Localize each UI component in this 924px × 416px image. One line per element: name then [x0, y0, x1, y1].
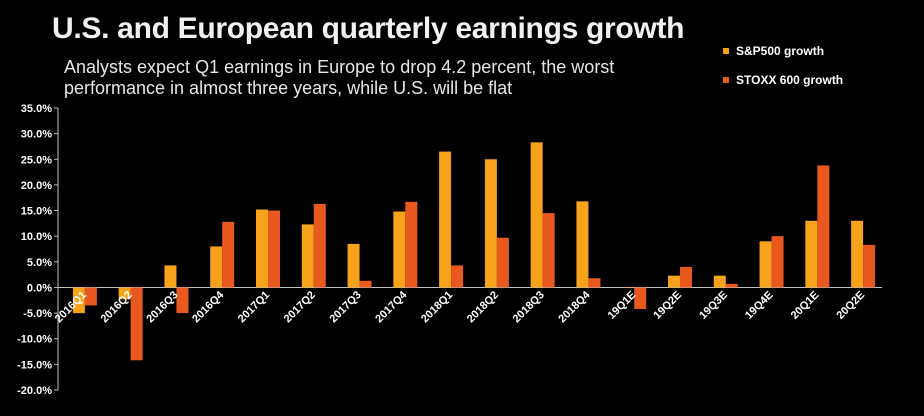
bar-stoxx600 — [176, 287, 189, 314]
bar-sp500 — [439, 151, 452, 288]
y-tick-label: 35.0% — [21, 103, 52, 115]
bar-stoxx600 — [84, 287, 97, 306]
chart-subtitle: Analysts expect Q1 earnings in Europe to… — [64, 57, 615, 98]
y-tick-label: 10.0% — [21, 231, 52, 243]
y-tick-label: -10.0% — [17, 334, 52, 346]
x-category-label: 2018Q4 — [556, 288, 593, 325]
bar-sp500 — [759, 241, 772, 288]
bar-sp500 — [347, 243, 360, 288]
bar-stoxx600 — [268, 210, 280, 288]
x-category-label: 2017Q3 — [328, 289, 364, 325]
bar-sp500 — [164, 265, 177, 288]
bar-stoxx600 — [725, 283, 738, 288]
x-category-label: 2016Q2 — [99, 289, 135, 325]
x-category-label: 2018Q3 — [511, 289, 547, 325]
x-category-label: 20Q2E — [835, 289, 868, 322]
x-category-label: 2017Q4 — [373, 288, 410, 325]
legend-label-stoxx600: STOXX 600 growth — [736, 73, 844, 87]
bar-sp500 — [393, 211, 406, 288]
y-tick-label: -20.0% — [17, 385, 52, 397]
y-tick-label: 15.0% — [21, 206, 52, 218]
bar-sp500 — [484, 159, 497, 288]
bar-sp500 — [622, 287, 635, 288]
bar-sp500 — [256, 209, 268, 288]
y-axis: 35.0% 30.0% 25.0% 20.0% 15.0% 10.0% 5.0% 0.0% -5… — [17, 103, 882, 397]
bars-group — [72, 142, 876, 361]
bar-sp500 — [72, 287, 85, 314]
legend-item-sp500: S&P500 growth — [723, 42, 843, 60]
bar-stoxx600 — [634, 287, 647, 309]
bar-sp500 — [118, 287, 131, 300]
x-category-label: 19Q1E — [606, 289, 639, 322]
y-tick-label: 30.0% — [21, 129, 52, 141]
x-category-label: 2017Q1 — [236, 289, 272, 325]
bar-sp500 — [851, 220, 864, 288]
y-tick-label: 25.0% — [21, 154, 52, 166]
bar-sp500 — [805, 220, 818, 288]
bar-stoxx600 — [130, 287, 143, 361]
bar-stoxx600 — [863, 244, 876, 288]
bar-stoxx600 — [817, 165, 830, 288]
bar-stoxx600 — [496, 237, 509, 288]
x-category-label: 20Q1E — [789, 289, 822, 322]
x-category-label: 19Q2E — [651, 289, 684, 322]
chart-title: U.S. and European quarterly earnings gro… — [52, 12, 685, 45]
bar-stoxx600 — [771, 236, 784, 288]
x-category-label: 19Q3E — [697, 289, 730, 322]
y-tick-label: 0.0% — [27, 282, 52, 294]
y-tick-label: -15.0% — [17, 359, 52, 371]
bar-stoxx600 — [359, 280, 372, 288]
bar-stoxx600 — [542, 213, 555, 288]
x-category-label: 2017Q2 — [282, 289, 318, 325]
bar-sp500 — [713, 275, 726, 288]
x-category-label: 2018Q1 — [419, 289, 455, 325]
legend-item-stoxx600: STOXX 600 growth — [723, 71, 843, 89]
bar-stoxx600 — [313, 203, 326, 288]
x-axis-labels: 2016Q1 2016Q2 2016Q3 2016Q4 2017Q1 2017Q2 2017… — [53, 288, 867, 325]
legend-swatch-stoxx600 — [723, 77, 729, 83]
bar-sp500 — [530, 142, 543, 288]
y-tick-label: 20.0% — [21, 180, 52, 192]
bar-stoxx600 — [405, 201, 418, 288]
x-category-label: 2016Q4 — [190, 288, 227, 325]
bar-sp500 — [301, 224, 314, 288]
y-tick-label: 5.0% — [27, 257, 52, 269]
bar-stoxx600 — [451, 265, 464, 288]
bar-stoxx600 — [588, 278, 601, 288]
chart-legend: S&P500 growth STOXX 600 growth — [723, 42, 843, 100]
x-category-label: 2016Q3 — [144, 289, 180, 325]
y-tick-label: -5.0% — [23, 308, 52, 320]
x-category-label: 2018Q2 — [465, 289, 501, 325]
bar-sp500 — [576, 201, 589, 288]
bar-sp500 — [210, 246, 223, 288]
x-category-label: 19Q4E — [743, 289, 776, 322]
legend-label-sp500: S&P500 growth — [736, 44, 825, 58]
bar-stoxx600 — [222, 221, 235, 288]
legend-swatch-sp500 — [723, 48, 729, 54]
bar-sp500 — [668, 275, 680, 288]
bar-stoxx600 — [680, 266, 692, 288]
